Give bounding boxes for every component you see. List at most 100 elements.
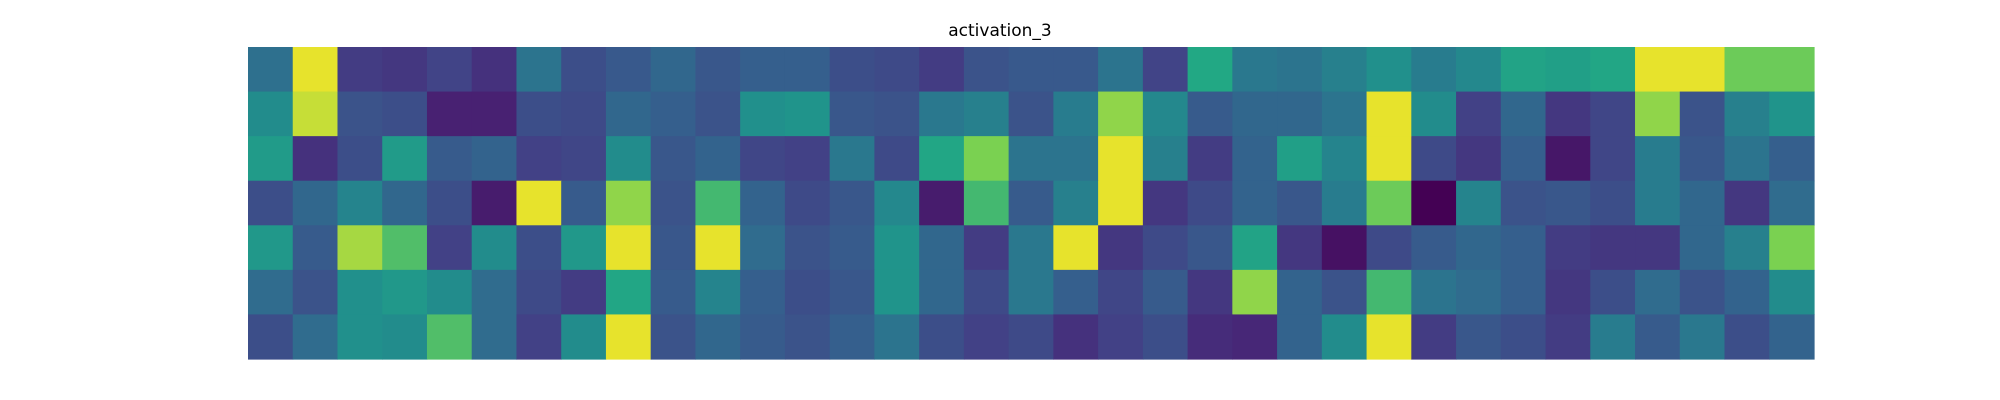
heatmap-cell-r2-c22 (1232, 136, 1278, 182)
heatmap-cell-r1-c19 (1098, 91, 1144, 137)
heatmap-cell-r3-c0 (248, 180, 294, 226)
heatmap-cell-r5-c17 (1008, 269, 1054, 316)
heatmap-cell-r0-c7 (561, 47, 607, 93)
heatmap-cell-r6-c5 (471, 314, 518, 360)
heatmap-cell-r4-c22 (1232, 225, 1278, 271)
heatmap-cell-r0-c0 (248, 47, 294, 93)
heatmap-cell-r4-c2 (337, 225, 383, 271)
heatmap-cell-r6-c3 (382, 314, 428, 360)
heatmap-cell-r0-c13 (829, 47, 875, 93)
heatmap-cell-r3-c15 (919, 180, 965, 226)
heatmap-cell-r6-c10 (695, 314, 741, 360)
heatmap-cell-r0-c19 (1098, 47, 1144, 93)
heatmap-cell-r2-c3 (382, 136, 428, 182)
heatmap-cell-r5-c33 (1724, 269, 1770, 316)
heatmap-cell-r4-c26 (1411, 225, 1457, 271)
heatmap-cell-r4-c9 (650, 225, 697, 271)
heatmap-cell-r4-c33 (1724, 225, 1770, 271)
heatmap-cell-r3-c21 (1187, 180, 1233, 226)
heatmap-cell-r3-c11 (740, 180, 786, 226)
heatmap-cell-r3-c13 (829, 180, 875, 226)
heatmap-cell-r1-c3 (382, 91, 428, 137)
heatmap-cell-r6-c14 (874, 314, 920, 360)
heatmap-cell-r4-c32 (1679, 225, 1726, 271)
heatmap-cell-r1-c23 (1277, 91, 1323, 137)
heatmap-cell-r6-c26 (1411, 314, 1457, 360)
heatmap-cell-r4-c17 (1008, 225, 1054, 271)
heatmap-cell-r2-c7 (561, 136, 607, 182)
heatmap-cell-r5-c25 (1366, 269, 1412, 316)
heatmap-cell-r3-c9 (650, 180, 697, 226)
heatmap-cell-r1-c22 (1232, 91, 1278, 137)
heatmap-cell-r4-c15 (919, 225, 965, 271)
heatmap-cell-r6-c24 (1321, 314, 1368, 360)
heatmap-cell-r0-c29 (1545, 47, 1591, 93)
heatmap-cell-r4-c6 (516, 225, 562, 271)
heatmap-cell-r4-c13 (829, 225, 875, 271)
heatmap-cell-r5-c34 (1769, 269, 1815, 316)
heatmap-cell-r6-c28 (1500, 314, 1547, 360)
heatmap-cell-r6-c29 (1545, 314, 1591, 360)
heatmap-cell-r0-c28 (1500, 47, 1547, 93)
heatmap-cell-r6-c32 (1679, 314, 1726, 360)
heatmap-cell-r3-c25 (1366, 180, 1412, 226)
heatmap-cell-r4-c1 (292, 225, 339, 271)
heatmap-cell-r6-c23 (1277, 314, 1323, 360)
heatmap-cell-r1-c6 (516, 91, 562, 137)
heatmap-cell-r4-c10 (695, 225, 741, 271)
heatmap-cell-r4-c25 (1366, 225, 1412, 271)
heatmap-cell-r5-c6 (516, 269, 562, 316)
heatmap-cell-r2-c26 (1411, 136, 1457, 182)
heatmap-cell-r6-c15 (919, 314, 965, 360)
heatmap-cell-r3-c27 (1456, 180, 1502, 226)
heatmap-cell-r2-c15 (919, 136, 965, 182)
heatmap-cell-r6-c22 (1232, 314, 1278, 360)
heatmap-cell-r0-c26 (1411, 47, 1457, 93)
heatmap-cell-r6-c17 (1008, 314, 1054, 360)
heatmap-cell-r1-c26 (1411, 91, 1457, 137)
heatmap-cell-r5-c8 (605, 269, 652, 316)
heatmap-cell-r1-c21 (1187, 91, 1233, 137)
heatmap-cell-r1-c31 (1635, 91, 1681, 137)
heatmap-cell-r3-c23 (1277, 180, 1323, 226)
heatmap-cell-r6-c11 (740, 314, 786, 360)
heatmap-cell-r5-c23 (1277, 269, 1323, 316)
heatmap-cell-r2-c25 (1366, 136, 1412, 182)
heatmap-cell-r6-c20 (1142, 314, 1189, 360)
heatmap-cell-r4-c14 (874, 225, 920, 271)
heatmap-cell-r0-c16 (963, 47, 1010, 93)
heatmap-cell-r4-c24 (1321, 225, 1368, 271)
heatmap-cell-r0-c3 (382, 47, 428, 93)
heatmap-cell-r5-c21 (1187, 269, 1233, 316)
heatmap-cell-r3-c26 (1411, 180, 1457, 226)
heatmap-cell-r2-c10 (695, 136, 741, 182)
heatmap-cell-r1-c29 (1545, 91, 1591, 137)
heatmap-cell-r4-c30 (1590, 225, 1636, 271)
heatmap-cell-r6-c34 (1769, 314, 1815, 360)
heatmap-cell-r0-c24 (1321, 47, 1368, 93)
heatmap-cell-r6-c25 (1366, 314, 1412, 360)
heatmap-cell-r3-c33 (1724, 180, 1770, 226)
heatmap-cell-r3-c8 (605, 180, 652, 226)
heatmap-cell-r2-c27 (1456, 136, 1502, 182)
heatmap-cell-r2-c17 (1008, 136, 1054, 182)
heatmap-cell-r6-c1 (292, 314, 339, 360)
heatmap-cell-r1-c1 (292, 91, 339, 137)
heatmap-cell-r5-c2 (337, 269, 383, 316)
heatmap-cell-r5-c19 (1098, 269, 1144, 316)
heatmap-cell-r3-c30 (1590, 180, 1636, 226)
heatmap-cell-r4-c20 (1142, 225, 1189, 271)
heatmap-cell-r4-c27 (1456, 225, 1502, 271)
heatmap-cell-r6-c7 (561, 314, 607, 360)
heatmap-cell-r2-c14 (874, 136, 920, 182)
heatmap-cell-r0-c34 (1769, 47, 1815, 93)
heatmap-cell-r5-c13 (829, 269, 875, 316)
heatmap-cell-r1-c4 (426, 91, 473, 137)
heatmap-cell-r3-c29 (1545, 180, 1591, 226)
heatmap-cell-r4-c11 (740, 225, 786, 271)
heatmap-cell-r4-c5 (471, 225, 518, 271)
heatmap-cell-r6-c33 (1724, 314, 1770, 360)
heatmap-cell-r3-c6 (516, 180, 562, 226)
heatmap-cell-r2-c9 (650, 136, 697, 182)
